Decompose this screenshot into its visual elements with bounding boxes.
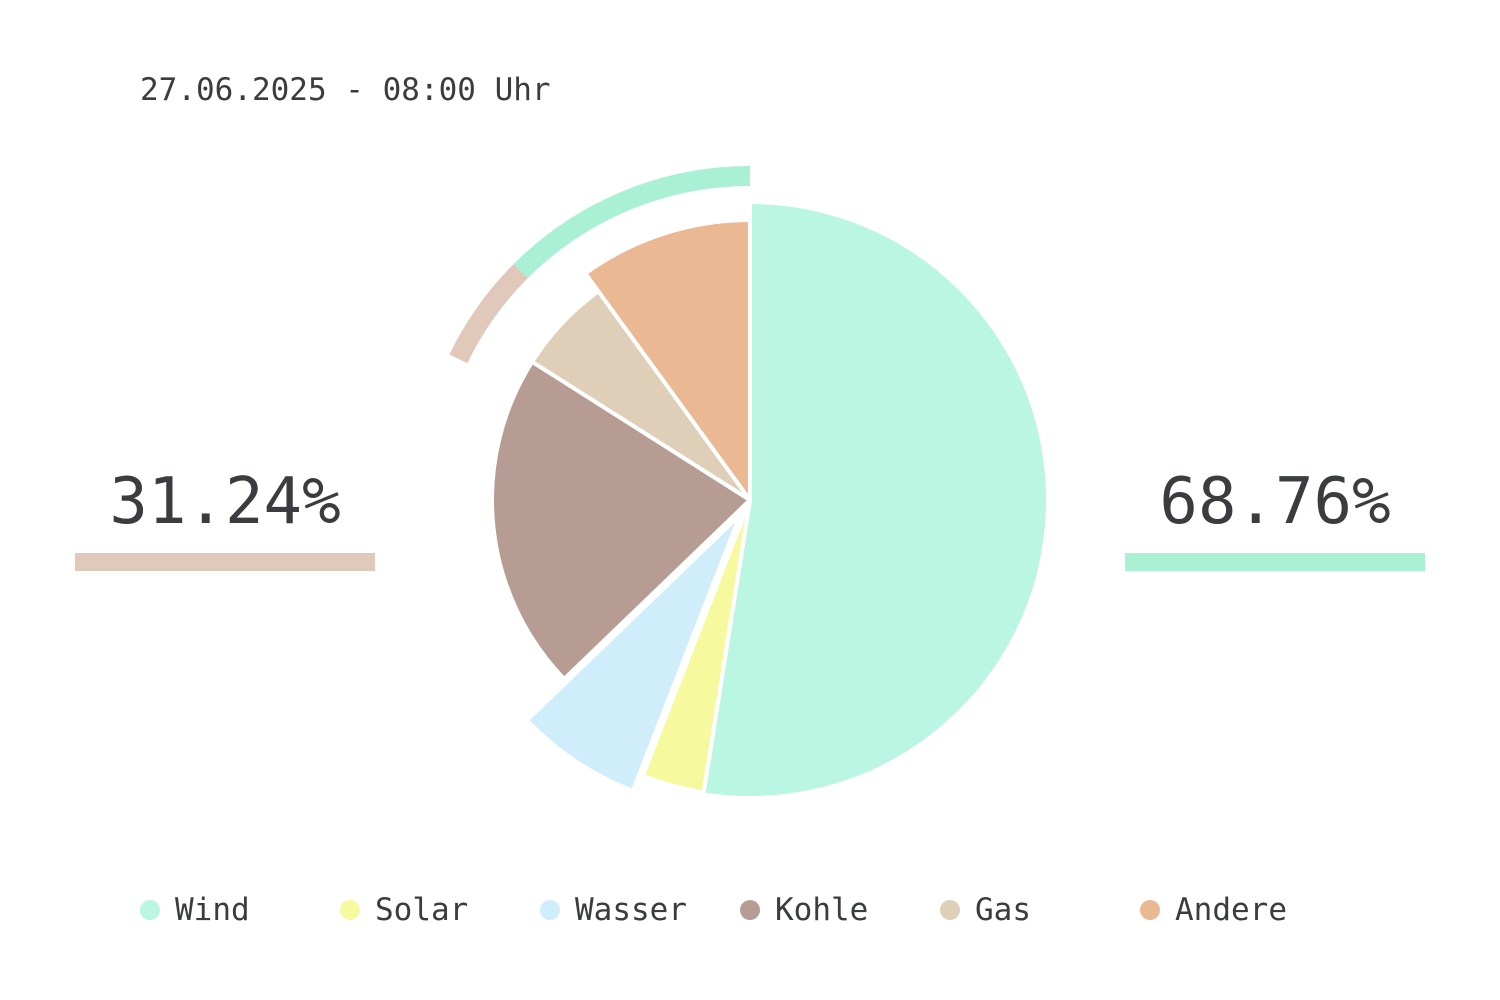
timestamp: 27.06.2025 - 08:00 Uhr	[140, 72, 551, 108]
pie-slice-wasser	[524, 512, 743, 793]
legend-swatch	[540, 900, 560, 920]
fossil-share-bar	[75, 553, 375, 571]
outer-ring-renewable	[513, 166, 751, 279]
legend-swatch	[340, 900, 360, 920]
outer-ring-fossil	[449, 264, 528, 364]
fossil-share-value: 31.24%	[109, 465, 341, 539]
legend: Wind Solar Wasser Kohle Gas Andere	[140, 890, 1400, 930]
pie-slice-kohle	[490, 359, 752, 681]
legend-label: Wasser	[575, 892, 687, 928]
legend-label: Gas	[975, 892, 1031, 928]
renewable-share-bar	[1125, 553, 1425, 571]
legend-swatch	[740, 900, 760, 920]
legend-label: Wind	[175, 892, 250, 928]
legend-swatch	[1140, 900, 1160, 920]
pie-slice-solar	[640, 498, 752, 795]
legend-label: Andere	[1175, 892, 1287, 928]
pie-slice-andere	[583, 218, 752, 502]
pie-slice-wind	[701, 200, 1050, 800]
legend-swatch	[140, 900, 160, 920]
legend-label: Solar	[375, 892, 469, 928]
legend-swatch	[940, 900, 960, 920]
legend-label: Kohle	[775, 892, 869, 928]
renewable-share-value: 68.76%	[1159, 465, 1391, 539]
